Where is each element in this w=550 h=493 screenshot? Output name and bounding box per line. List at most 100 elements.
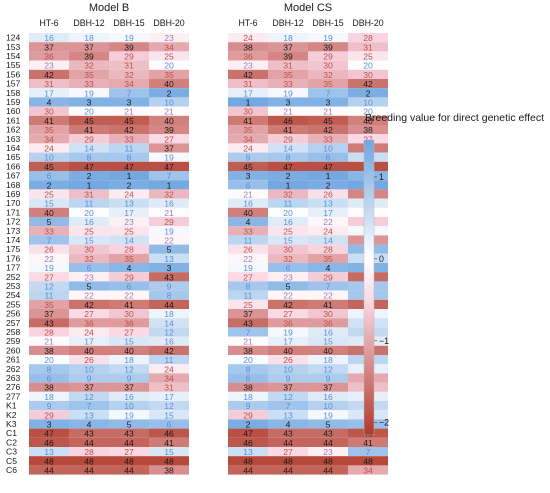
cell-rank-label: 43: [124, 429, 134, 439]
heatmap-cell: [149, 134, 189, 144]
heatmap-cell: [149, 161, 189, 171]
heatmap-cell: [348, 42, 388, 52]
heatmap-cell: [348, 60, 388, 70]
heatmap-cell: [109, 171, 149, 181]
cell-rank-label: 44: [164, 300, 174, 310]
row-label: 164: [6, 143, 21, 153]
cell-rank-label: 40: [84, 346, 94, 356]
cell-rank-label: 20: [164, 61, 174, 71]
cell-rank-label: 3: [87, 98, 92, 108]
cell-rank-label: 44: [44, 466, 54, 476]
heatmap-cell: [149, 401, 189, 411]
heatmap-cell: [228, 97, 268, 107]
cell-rank-label: 10: [44, 153, 54, 163]
cell-rank-label: 20: [44, 355, 54, 365]
heatmap-cell: [149, 391, 189, 401]
heatmap-cell: [109, 42, 149, 52]
cell-rank-label: 16: [323, 392, 333, 402]
heatmap-cell: [228, 263, 268, 273]
heatmap-cell: [308, 327, 348, 337]
heatmap-cell: [268, 456, 308, 466]
heatmap-cell: [268, 373, 308, 383]
heatmap-cell: [29, 115, 69, 125]
heatmap-cell: [268, 272, 308, 282]
cell-rank-label: 19: [84, 88, 94, 98]
cell-rank-label: 35: [44, 125, 54, 135]
heatmap-cell: [29, 143, 69, 153]
legend-tick-label: 0: [379, 254, 384, 264]
heatmap-cell: [69, 465, 109, 475]
heatmap-cell: [228, 428, 268, 438]
cell-rank-label: 37: [283, 42, 293, 52]
cell-rank-label: 44: [124, 438, 134, 448]
heatmap-cell: [29, 152, 69, 162]
cell-rank-label: 36: [283, 318, 293, 328]
heatmap-cell: [29, 134, 69, 144]
heatmap-cell: [149, 382, 189, 392]
cell-rank-label: 48: [323, 456, 333, 466]
heatmap-cell: [228, 290, 268, 300]
cell-rank-label: 32: [283, 190, 293, 200]
heatmap-cell: [308, 456, 348, 466]
cell-rank-label: 36: [84, 318, 94, 328]
heatmap-cell: [348, 88, 388, 98]
cell-rank-label: 13: [84, 410, 94, 420]
cell-rank-label: 1: [326, 171, 331, 181]
heatmap-cell: [109, 437, 149, 447]
cell-rank-label: 7: [246, 328, 251, 338]
cell-rank-label: 29: [243, 410, 253, 420]
cell-rank-label: 9: [167, 282, 172, 292]
heatmap-cell: [268, 180, 308, 190]
heatmap-cell: [308, 318, 348, 328]
heatmap-cell: [149, 106, 189, 116]
cell-rank-label: 4: [47, 98, 52, 108]
heatmap-cell: [149, 207, 189, 217]
heatmap-cell: [308, 171, 348, 181]
heatmap-cell: [149, 51, 189, 61]
cell-rank-label: 24: [84, 328, 94, 338]
heatmap-cell: [268, 42, 308, 52]
cell-rank-label: 38: [44, 383, 54, 393]
heatmap-cell: [268, 309, 308, 319]
heatmap-cell: [109, 198, 149, 208]
cell-rank-label: 47: [44, 429, 54, 439]
heatmap-cell: [69, 189, 109, 199]
row-label: K3: [6, 419, 17, 429]
heatmap-cell: [109, 309, 149, 319]
cell-rank-label: 3: [246, 171, 251, 181]
heatmap-cell: [149, 281, 189, 291]
heatmap-cell: [109, 428, 149, 438]
heatmap-cell: [308, 355, 348, 365]
heatmap-cell: [69, 281, 109, 291]
cell-rank-label: 24: [164, 364, 174, 374]
heatmap-cell: [268, 419, 308, 429]
heatmap-cell: [228, 69, 268, 79]
heatmap-cell: [308, 198, 348, 208]
cell-rank-label: 46: [44, 438, 54, 448]
cell-rank-label: 11: [125, 144, 134, 154]
cell-rank-label: 38: [243, 346, 253, 356]
heatmap-cell: [268, 152, 308, 162]
cell-rank-label: 22: [164, 236, 174, 246]
heatmap-cell: [149, 33, 189, 43]
cell-rank-label: 41: [124, 300, 134, 310]
heatmap-cell: [29, 299, 69, 309]
heatmap-cell: [228, 401, 268, 411]
heatmap-cell: [109, 134, 149, 144]
heatmap-cell: [268, 299, 308, 309]
cell-rank-label: 40: [164, 79, 174, 89]
column-label: DBH-20: [352, 18, 383, 28]
cell-rank-label: 10: [164, 98, 174, 108]
heatmap-cell: [69, 318, 109, 328]
cell-rank-label: 7: [326, 282, 331, 292]
cell-rank-label: 22: [243, 254, 253, 264]
heatmap-cell: [268, 134, 308, 144]
cell-rank-label: 33: [44, 226, 54, 236]
row-label: 153: [6, 42, 21, 52]
cell-rank-label: 35: [243, 125, 253, 135]
cell-rank-label: 12: [164, 401, 174, 411]
heatmap-cell: [228, 299, 268, 309]
heatmap-cell: [228, 134, 268, 144]
cell-rank-label: 39: [124, 42, 134, 52]
